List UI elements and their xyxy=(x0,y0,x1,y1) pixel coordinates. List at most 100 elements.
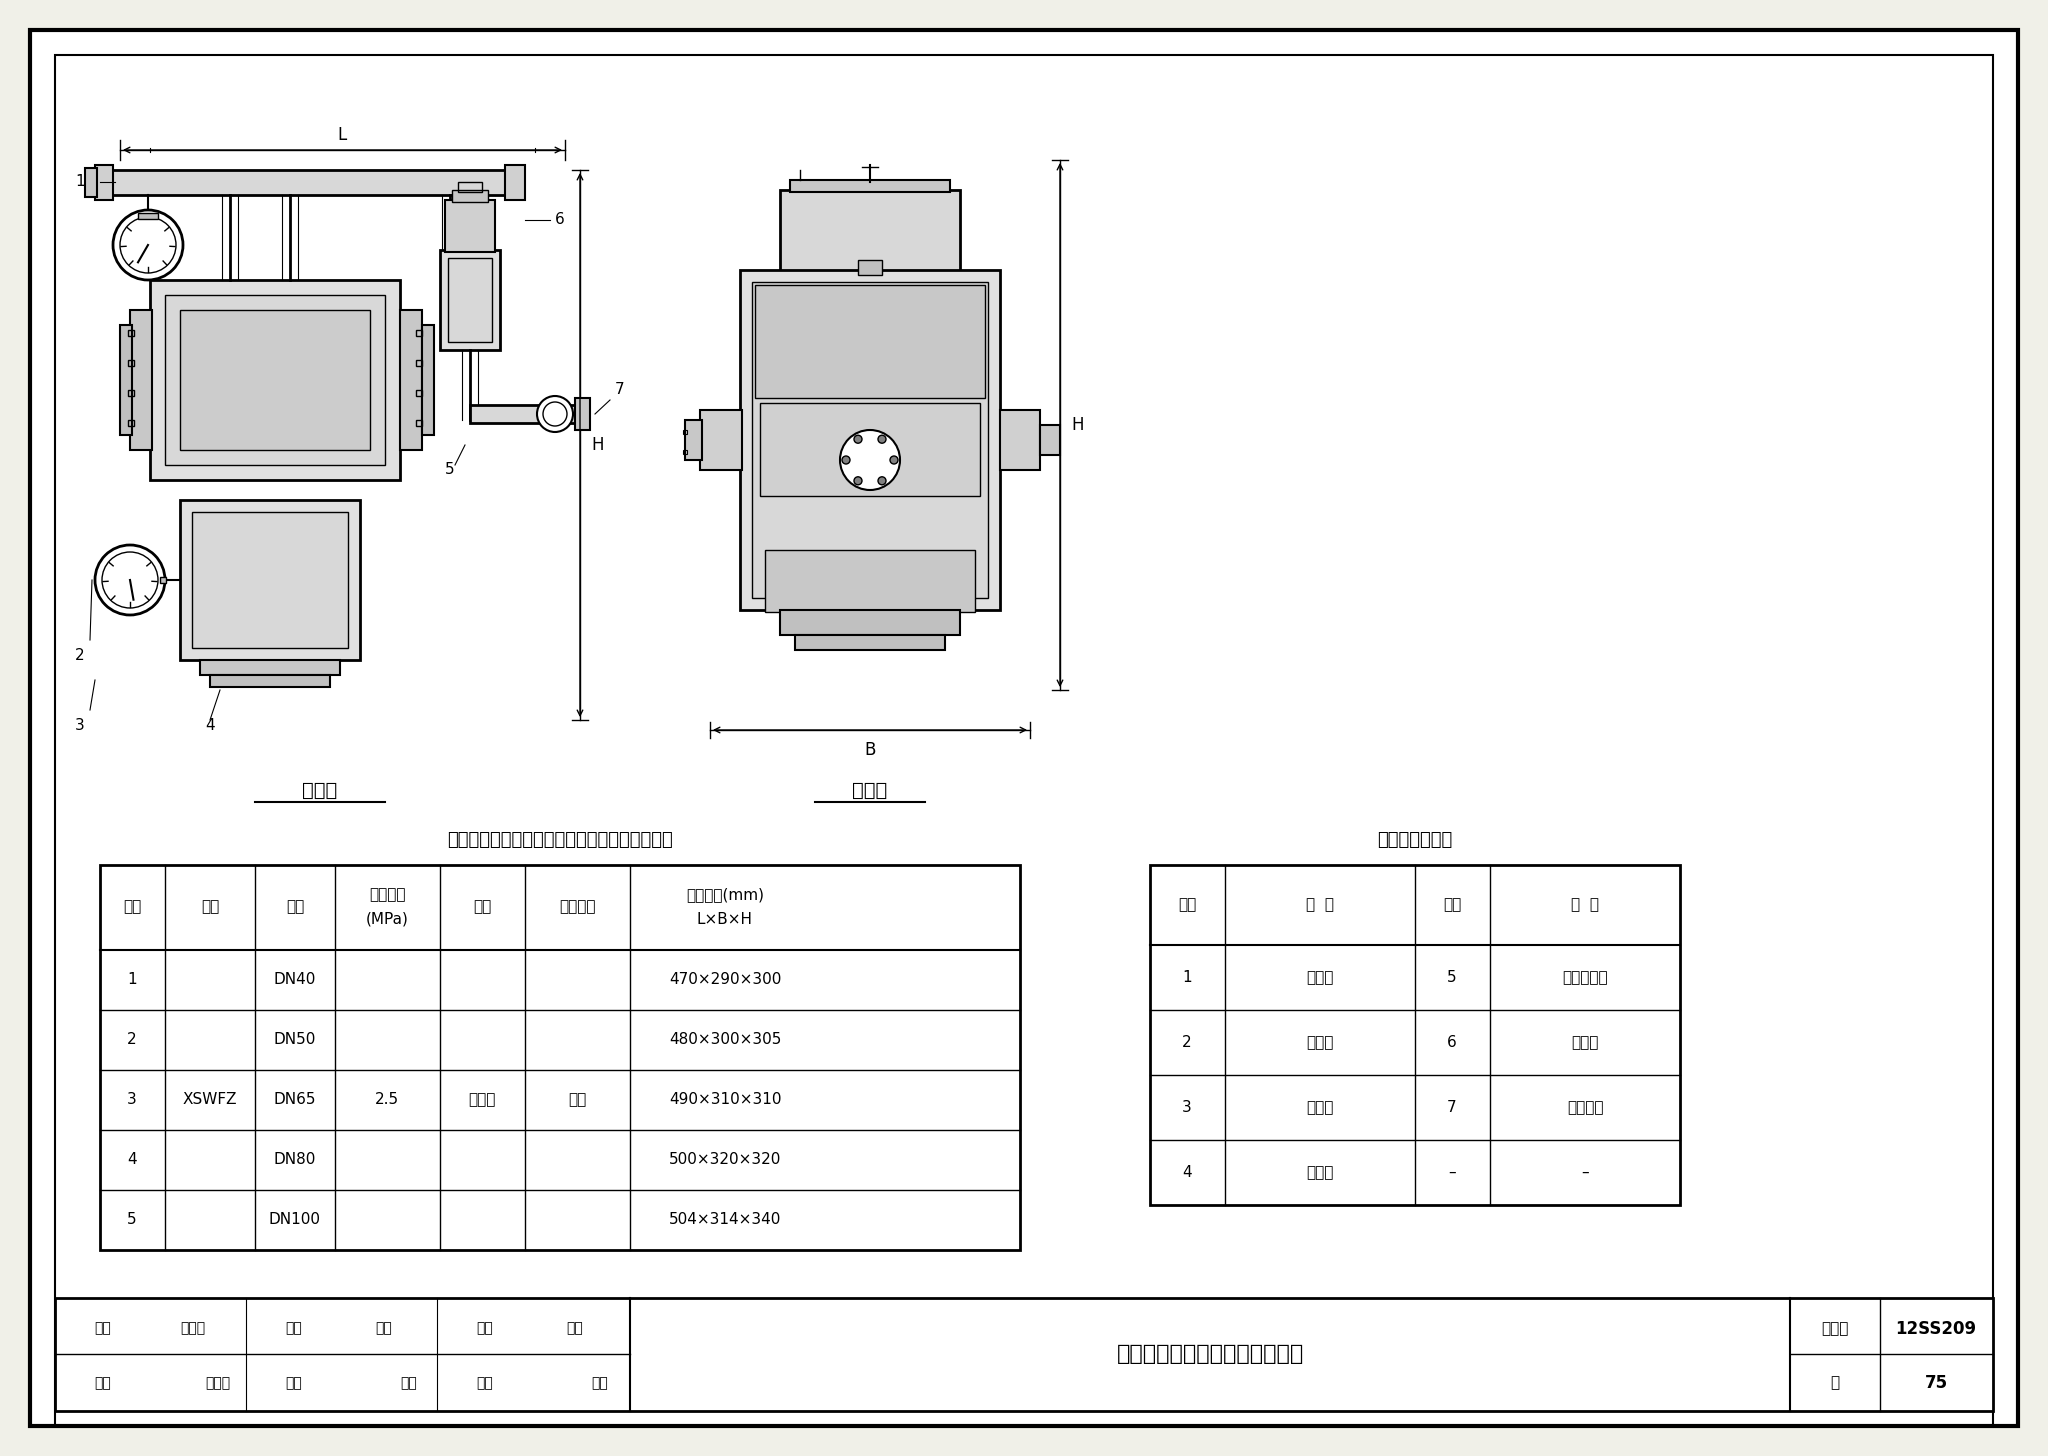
Bar xyxy=(440,250,500,349)
Text: L: L xyxy=(338,127,346,144)
Text: 12SS209: 12SS209 xyxy=(1896,1319,1976,1338)
Text: –: – xyxy=(1581,1165,1589,1179)
Bar xyxy=(444,199,496,252)
Bar xyxy=(160,577,166,582)
Bar xyxy=(700,411,741,470)
Text: 审核: 审核 xyxy=(94,1322,111,1335)
Text: DN50: DN50 xyxy=(274,1032,315,1047)
Text: 序号: 序号 xyxy=(123,900,141,914)
Bar xyxy=(94,165,113,199)
Circle shape xyxy=(840,430,899,491)
Text: 7: 7 xyxy=(614,383,625,397)
Text: 5: 5 xyxy=(1448,970,1456,986)
Text: 洪勇: 洪勇 xyxy=(565,1322,584,1335)
Text: DN80: DN80 xyxy=(274,1153,315,1168)
Text: 泄漏阀: 泄漏阀 xyxy=(1307,970,1333,986)
Bar xyxy=(127,419,133,427)
Bar xyxy=(180,499,360,660)
Text: 编号: 编号 xyxy=(1444,897,1460,913)
Text: 规格: 规格 xyxy=(287,900,303,914)
Text: 外形尺寸(mm): 外形尺寸(mm) xyxy=(686,888,764,903)
Bar xyxy=(111,170,510,195)
Text: 编号: 编号 xyxy=(1178,897,1196,913)
Text: 雨淋阀: 雨淋阀 xyxy=(1307,1165,1333,1179)
Bar xyxy=(86,167,96,197)
Bar xyxy=(137,213,158,218)
Bar xyxy=(469,405,580,424)
Bar xyxy=(211,676,330,687)
Text: 不锈钢: 不锈钢 xyxy=(469,1092,496,1108)
Text: 名  称: 名 称 xyxy=(1307,897,1333,913)
Text: (MPa): (MPa) xyxy=(365,911,408,926)
Text: 7: 7 xyxy=(1448,1099,1456,1115)
Text: 压力表: 压力表 xyxy=(1307,1099,1333,1115)
Text: DN40: DN40 xyxy=(274,973,315,987)
Circle shape xyxy=(537,396,573,432)
Text: 设计: 设计 xyxy=(477,1322,494,1335)
Bar xyxy=(180,310,371,450)
Bar xyxy=(760,403,981,496)
Text: 4: 4 xyxy=(127,1153,137,1168)
Bar xyxy=(201,660,340,676)
Bar xyxy=(453,189,487,202)
Text: DN65: DN65 xyxy=(274,1092,315,1108)
Text: 郝小东: 郝小东 xyxy=(205,1376,229,1389)
Text: 2.5: 2.5 xyxy=(375,1092,399,1108)
Text: 公称压力: 公称压力 xyxy=(369,888,406,903)
Bar xyxy=(127,390,133,396)
Text: 3: 3 xyxy=(127,1092,137,1108)
Bar xyxy=(55,1297,1993,1411)
Circle shape xyxy=(854,476,862,485)
Bar xyxy=(766,550,975,612)
Text: 1: 1 xyxy=(1182,970,1192,986)
Bar xyxy=(121,325,131,435)
Text: 6: 6 xyxy=(555,213,565,227)
Text: 75: 75 xyxy=(1925,1374,1948,1392)
Bar xyxy=(100,865,1020,1251)
Text: 470×290×300: 470×290×300 xyxy=(670,973,780,987)
Text: 接口形式: 接口形式 xyxy=(559,900,596,914)
Text: 5: 5 xyxy=(444,463,455,478)
Text: XSWFZ: XSWFZ xyxy=(182,1092,238,1108)
Bar xyxy=(684,419,702,460)
Bar xyxy=(166,296,385,464)
Text: 校对: 校对 xyxy=(285,1322,303,1335)
Text: 鄢红林: 鄢红林 xyxy=(180,1322,205,1335)
Bar xyxy=(575,397,590,430)
Text: 紧急手动阀: 紧急手动阀 xyxy=(1563,970,1608,986)
Bar xyxy=(780,189,961,275)
Bar xyxy=(756,285,985,397)
Text: 阀箱主要组件表: 阀箱主要组件表 xyxy=(1378,831,1452,849)
Circle shape xyxy=(113,210,182,280)
Circle shape xyxy=(842,456,850,464)
Bar xyxy=(791,181,950,192)
Text: 名  称: 名 称 xyxy=(1571,897,1599,913)
Text: 3: 3 xyxy=(1182,1099,1192,1115)
Bar xyxy=(416,331,422,336)
Bar xyxy=(999,411,1040,470)
Circle shape xyxy=(94,545,166,614)
Text: 2: 2 xyxy=(1182,1035,1192,1050)
Bar xyxy=(449,258,492,342)
Text: 1: 1 xyxy=(127,973,137,987)
Text: 504×314×340: 504×314×340 xyxy=(670,1213,780,1227)
Bar xyxy=(780,610,961,635)
Text: 1: 1 xyxy=(76,175,84,189)
Bar xyxy=(193,513,348,648)
Bar xyxy=(795,635,944,649)
Text: 报警管路: 报警管路 xyxy=(1567,1099,1604,1115)
Text: 万木: 万木 xyxy=(399,1376,418,1389)
Bar xyxy=(416,419,422,427)
Text: 中压开式系统分区控制阀技术参数及外形尺寸表: 中压开式系统分区控制阀技术参数及外形尺寸表 xyxy=(446,831,674,849)
Text: 控制阀: 控制阀 xyxy=(1571,1035,1599,1050)
Bar xyxy=(416,360,422,365)
Bar xyxy=(416,390,422,396)
Text: 型号: 型号 xyxy=(201,900,219,914)
Circle shape xyxy=(879,435,887,443)
Text: 设计: 设计 xyxy=(477,1376,494,1389)
Text: 中压开式系统分区控制阀外形图: 中压开式系统分区控制阀外形图 xyxy=(1116,1344,1305,1364)
Bar xyxy=(129,310,152,450)
Bar xyxy=(506,165,524,199)
Bar xyxy=(1151,865,1679,1206)
Text: 法兰: 法兰 xyxy=(567,1092,586,1108)
